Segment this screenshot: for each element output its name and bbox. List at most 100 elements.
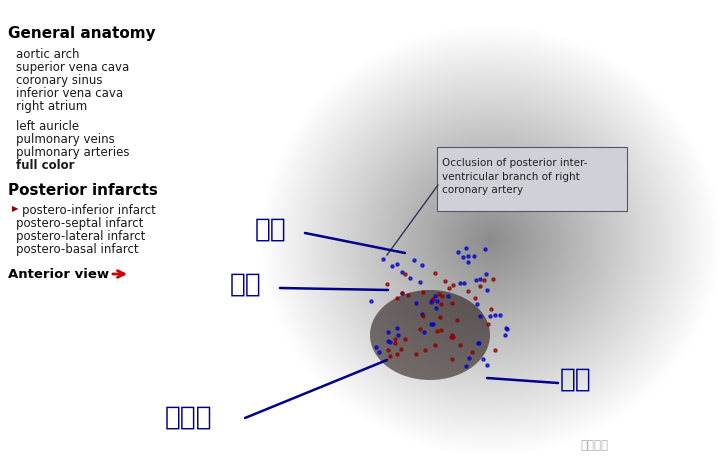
Point — [436, 300, 447, 307]
Text: 侧壁: 侧壁 — [230, 272, 262, 298]
Point — [392, 331, 404, 338]
Point — [485, 305, 497, 313]
Point — [403, 292, 414, 299]
Text: inferior vena cava: inferior vena cava — [16, 87, 123, 100]
Point — [431, 297, 442, 304]
Point — [471, 300, 482, 308]
Point — [443, 284, 454, 291]
Text: coronary sinus: coronary sinus — [16, 74, 103, 87]
Point — [391, 351, 403, 358]
Point — [442, 292, 453, 300]
Point — [396, 268, 408, 276]
Point — [480, 270, 492, 278]
Point — [373, 348, 385, 355]
Point — [426, 296, 438, 303]
Point — [416, 311, 428, 318]
Point — [429, 292, 441, 300]
Text: 后壁: 后壁 — [255, 217, 286, 243]
Point — [410, 299, 421, 306]
Text: left auricle: left auricle — [16, 120, 79, 133]
Point — [430, 341, 442, 349]
Point — [391, 324, 403, 332]
Point — [388, 336, 400, 343]
Point — [457, 253, 469, 261]
Point — [426, 320, 437, 328]
Point — [405, 274, 416, 282]
Text: pulmonary arteries: pulmonary arteries — [16, 146, 129, 159]
Ellipse shape — [370, 290, 490, 380]
Text: Posterior infarcts: Posterior infarcts — [8, 183, 158, 198]
Point — [446, 355, 457, 363]
Text: postero-septal infarct: postero-septal infarct — [16, 217, 144, 230]
Point — [378, 255, 389, 263]
Text: right atrium: right atrium — [16, 100, 88, 113]
Point — [467, 349, 478, 356]
Point — [473, 339, 485, 347]
Point — [383, 328, 394, 336]
Point — [382, 280, 393, 287]
Point — [419, 329, 430, 336]
Point — [469, 253, 480, 260]
Point — [426, 299, 437, 306]
Point — [427, 295, 439, 303]
Text: Occlusion of posterior inter-
ventricular branch of right
coronary artery: Occlusion of posterior inter- ventricula… — [442, 158, 587, 195]
Point — [400, 336, 411, 343]
Text: 下壁: 下壁 — [560, 367, 592, 393]
Point — [370, 343, 382, 351]
Text: Anterior view: Anterior view — [8, 268, 109, 281]
Point — [414, 278, 425, 286]
Point — [446, 332, 457, 339]
Point — [447, 334, 459, 341]
Point — [480, 245, 491, 253]
FancyBboxPatch shape — [437, 147, 627, 211]
Point — [435, 326, 447, 333]
Text: ▶: ▶ — [12, 204, 19, 213]
Point — [475, 312, 486, 320]
Text: postero-basal infarct: postero-basal infarct — [16, 243, 139, 256]
Point — [462, 252, 474, 260]
Point — [434, 290, 445, 297]
Point — [477, 276, 489, 284]
Text: aortic arch: aortic arch — [16, 48, 80, 61]
Point — [475, 282, 486, 290]
Point — [489, 311, 500, 319]
Point — [414, 326, 426, 333]
Point — [462, 287, 473, 295]
Point — [481, 287, 493, 294]
Text: 室间隔: 室间隔 — [165, 405, 213, 431]
Point — [427, 320, 439, 328]
Point — [452, 249, 464, 256]
Point — [470, 295, 481, 302]
Point — [500, 331, 511, 339]
Point — [458, 279, 470, 287]
Point — [477, 355, 488, 362]
Point — [487, 275, 498, 282]
Point — [447, 300, 458, 307]
Point — [434, 313, 446, 320]
Point — [419, 346, 431, 354]
Text: postero-lateral infarct: postero-lateral infarct — [16, 230, 145, 243]
Point — [482, 320, 494, 328]
Text: 即时超声: 即时超声 — [580, 439, 608, 452]
Point — [382, 337, 393, 345]
Point — [447, 281, 458, 288]
Point — [399, 270, 411, 278]
Text: pulmonary veins: pulmonary veins — [16, 133, 115, 146]
Point — [384, 352, 396, 360]
Point — [386, 262, 397, 270]
Point — [481, 362, 493, 369]
Bar — [0, 0, 215, 472]
Point — [384, 338, 396, 346]
Point — [430, 304, 442, 312]
Point — [490, 346, 501, 354]
Point — [500, 324, 512, 331]
Point — [389, 339, 401, 346]
Point — [460, 244, 472, 252]
Point — [472, 339, 484, 346]
Text: postero-inferior infarct: postero-inferior infarct — [22, 204, 156, 217]
Point — [392, 294, 404, 302]
Point — [501, 325, 513, 332]
Point — [454, 341, 465, 348]
Point — [439, 277, 451, 285]
Point — [454, 279, 466, 287]
